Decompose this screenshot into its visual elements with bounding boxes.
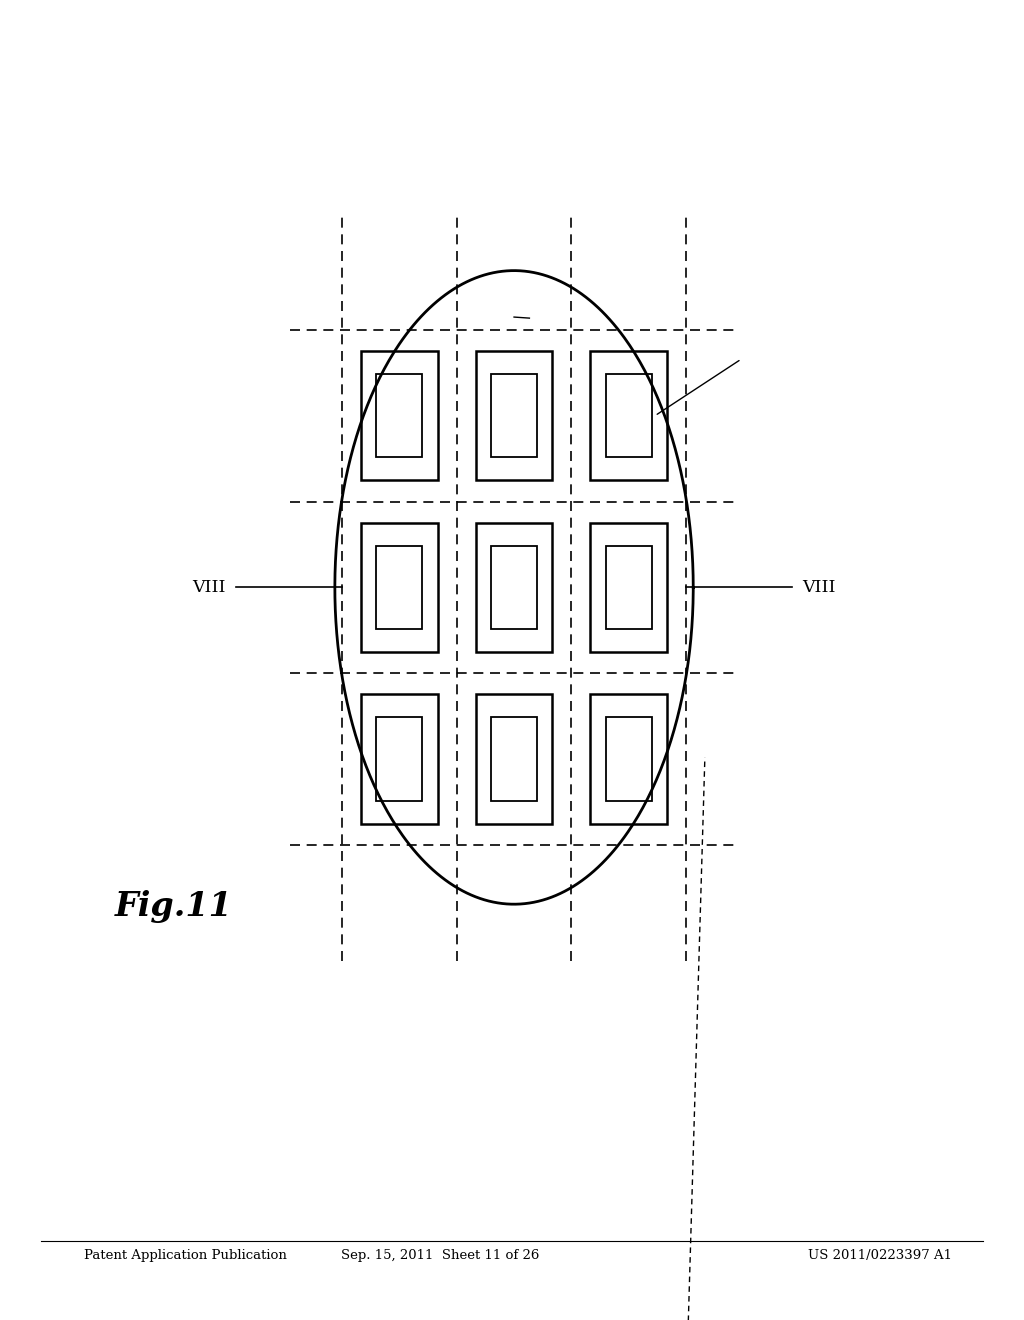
- Bar: [492, 718, 537, 800]
- Text: Sep. 15, 2011  Sheet 11 of 26: Sep. 15, 2011 Sheet 11 of 26: [341, 1249, 540, 1262]
- Bar: [590, 694, 668, 824]
- Text: US 2011/0223397 A1: US 2011/0223397 A1: [808, 1249, 952, 1262]
- Bar: [590, 351, 668, 480]
- Bar: [361, 694, 438, 824]
- Bar: [590, 523, 668, 652]
- Bar: [475, 351, 553, 480]
- Bar: [377, 718, 422, 800]
- Bar: [377, 375, 422, 458]
- Text: VIII: VIII: [802, 579, 836, 595]
- Bar: [606, 718, 652, 800]
- Bar: [475, 694, 553, 824]
- Bar: [606, 546, 652, 630]
- Bar: [361, 523, 438, 652]
- Text: Fig.11: Fig.11: [115, 891, 232, 924]
- Bar: [492, 546, 537, 630]
- Text: VIII: VIII: [193, 579, 226, 595]
- Text: Patent Application Publication: Patent Application Publication: [84, 1249, 287, 1262]
- Bar: [492, 375, 537, 458]
- Bar: [475, 523, 553, 652]
- Bar: [606, 375, 652, 458]
- Bar: [361, 351, 438, 480]
- Bar: [377, 546, 422, 630]
